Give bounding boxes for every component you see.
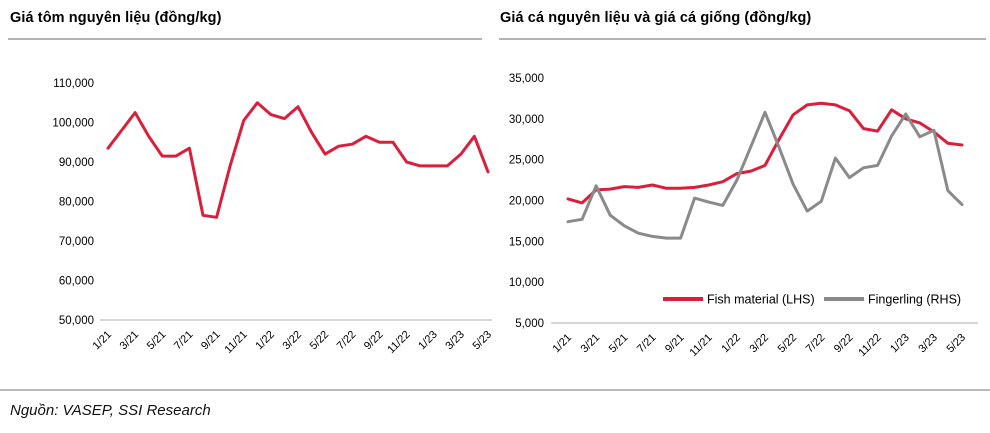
x-tick-label: 7/21: [635, 332, 659, 356]
y-tick-label: 35,000: [509, 73, 544, 85]
x-tick-label: 11/22: [385, 329, 412, 356]
y-tick-label: 30,000: [509, 114, 544, 126]
x-tick-label: 5/21: [145, 329, 169, 353]
y-tick-label: 60,000: [59, 276, 94, 288]
footer-rule: [0, 389, 990, 391]
right-chart-title: Giá cá nguyên liệu và giá cá giống (đồng…: [500, 10, 812, 26]
x-tick-label: 1/23: [416, 329, 440, 353]
x-tick-label: 9/21: [199, 329, 223, 353]
y-tick-label: 90,000: [59, 157, 94, 169]
fingerling-line: [566, 110, 964, 240]
y-tick-label: 15,000: [509, 236, 544, 248]
x-tick-label: 3/23: [443, 329, 467, 353]
x-tick-label: 3/21: [579, 332, 603, 356]
y-axis-labels: 50,000 60,000 70,000 80,000 90,000 100,000 110…: [52, 78, 94, 327]
x-tick-label: 1/21: [90, 329, 114, 353]
x-tick-label: 7/22: [335, 329, 359, 353]
x-tick-label: 1/21: [550, 332, 574, 356]
y-tick-label: 5,000: [515, 318, 544, 330]
source-note: Nguồn: VASEP, SSI Research: [10, 402, 211, 419]
x-tick-label: 9/21: [663, 332, 687, 356]
y-tick-label: 100,000: [52, 118, 94, 130]
x-tick-label: 3/21: [118, 329, 142, 353]
x-tick-label: 5/23: [944, 332, 968, 356]
x-axis-labels: 1/21 3/21 5/21 7/21 9/21 11/21 1/22 3/22 5/22 7/2…: [550, 332, 968, 359]
x-tick-label: 5/21: [607, 332, 631, 356]
y-tick-label: 25,000: [509, 155, 544, 167]
y-tick-label: 20,000: [509, 196, 544, 208]
x-tick-label: 3/23: [916, 332, 940, 356]
x-tick-label: 5/22: [308, 329, 332, 353]
x-tick-label: 3/22: [280, 329, 304, 353]
x-tick-label: 1/22: [719, 332, 743, 356]
x-tick-label: 9/22: [362, 329, 386, 353]
y-tick-label: 70,000: [59, 236, 94, 248]
x-tick-label: 1/23: [888, 332, 912, 356]
shrimp-price-line: [106, 101, 490, 219]
x-tick-label: 7/21: [172, 329, 196, 353]
x-tick-label: 5/23: [470, 329, 494, 353]
y-axis-labels: 5,000 10,000 15,000 20,000 25,000 30,000 35,00…: [509, 73, 544, 330]
y-tick-label: 10,000: [509, 277, 544, 289]
x-axis-labels: 1/21 3/21 5/21 7/21 9/21 11/21 1/22 3/22 5/22 7/2…: [90, 329, 494, 356]
x-tick-label: 5/22: [776, 332, 800, 356]
x-tick-label: 9/22: [832, 332, 856, 356]
x-tick-label: 11/22: [856, 332, 883, 359]
chart-legend: Fish material (LHS) Fingerling (RHS): [663, 293, 961, 307]
fish-price-chart: 5,000 10,000 15,000 20,000 25,000 30,000 35,00…: [509, 73, 978, 359]
shrimp-price-chart: 50,000 60,000 70,000 80,000 90,000 100,000 110…: [52, 78, 494, 356]
y-tick-label: 80,000: [59, 197, 94, 209]
fish-material-line: [566, 101, 964, 205]
legend-label-fingerling-line: Fingerling (RHS): [868, 293, 961, 307]
x-tick-label: 11/21: [222, 329, 249, 356]
left-title-rule: [8, 38, 482, 40]
left-chart-title: Giá tôm nguyên liệu (đồng/kg): [10, 10, 222, 26]
x-tick-label: 3/22: [747, 332, 771, 356]
y-tick-label: 50,000: [59, 315, 94, 327]
y-tick-label: 110,000: [53, 78, 94, 90]
x-tick-label: 11/21: [687, 332, 714, 359]
x-tick-label: 1/22: [253, 329, 277, 353]
right-title-rule: [499, 38, 986, 40]
x-tick-label: 7/22: [804, 332, 828, 356]
legend-label-fish-material-line: Fish material (LHS): [707, 293, 815, 307]
